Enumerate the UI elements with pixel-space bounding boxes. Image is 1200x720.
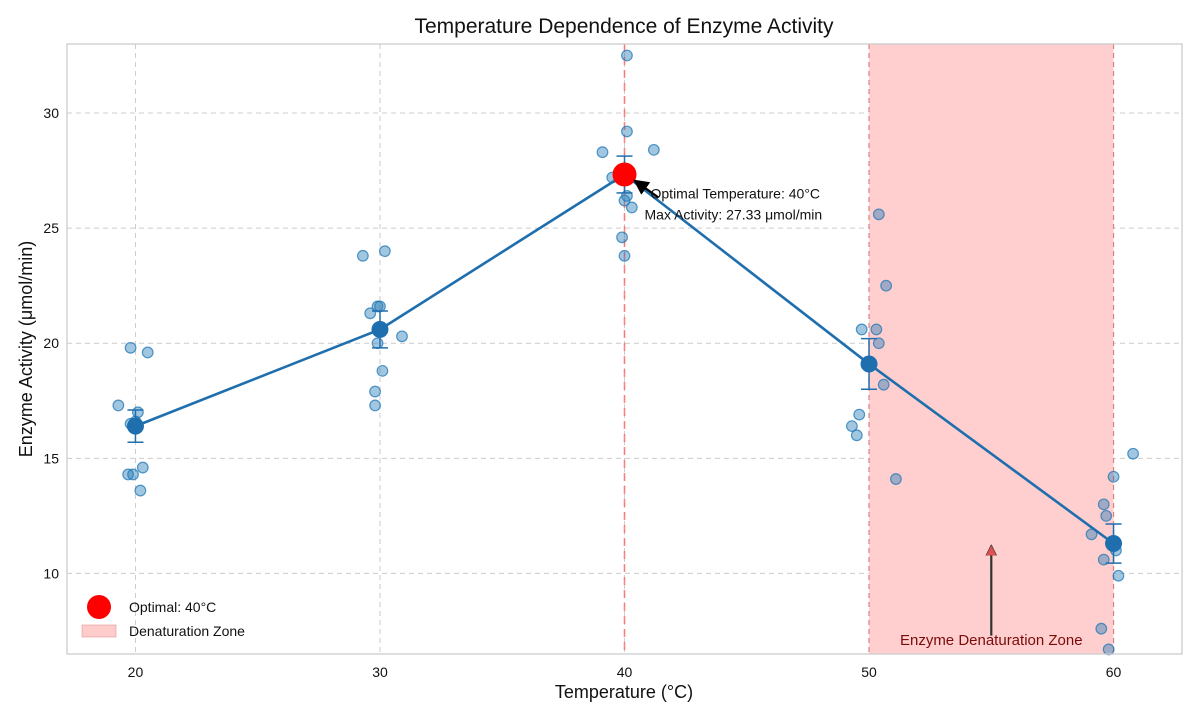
data-point [376, 364, 389, 377]
y-tick-label: 20 [43, 335, 59, 351]
data-point [855, 323, 868, 336]
x-tick-label: 20 [128, 664, 144, 680]
data-point [1097, 498, 1110, 511]
optimal-annotation-line1: Optimal Temperature: 40°C [651, 186, 821, 202]
legend-zone-swatch [81, 624, 117, 638]
y-tick-label: 15 [43, 450, 59, 466]
data-point [371, 337, 384, 350]
optimal-annotation-arrow [633, 179, 660, 199]
y-tick-label: 30 [43, 105, 59, 121]
data-point [625, 201, 638, 214]
x-axis-label: Temperature (°C) [555, 682, 693, 702]
mean-marker [860, 355, 878, 373]
data-point [870, 323, 883, 336]
optimal-annotation: Optimal Temperature: 40°C Max Activity: 2… [645, 186, 823, 223]
data-point [872, 208, 885, 221]
data-point [618, 249, 631, 262]
data-point [872, 337, 885, 350]
data-point [1095, 622, 1108, 635]
data-point [136, 461, 149, 474]
mean-marker [126, 417, 144, 435]
chart-title: Temperature Dependence of Enzyme Activit… [414, 15, 834, 38]
data-point [596, 146, 609, 159]
plot-frame [66, 43, 1183, 655]
denaturation-zone-label: Enzyme Denaturation Zone [900, 632, 1083, 649]
optimal-annotation-line2: Max Activity: 27.33 μmol/min [645, 207, 823, 223]
legend-entry-label: Optimal: 40°C [129, 599, 216, 615]
x-tick-label: 50 [861, 664, 877, 680]
mean-marker [1105, 535, 1123, 553]
x-tick-label: 30 [372, 664, 388, 680]
data-point [1127, 447, 1139, 460]
data-point [134, 484, 147, 497]
data-point [1102, 643, 1115, 656]
plot-area: Optimal Temperature: 40°C Max Activity: 2… [43, 43, 1183, 680]
data-point [621, 125, 633, 138]
data-point [396, 330, 408, 343]
optimal-marker [612, 162, 637, 187]
data-point [378, 245, 391, 258]
legend: Optimal: 40°C Denaturation Zone [81, 595, 245, 639]
data-point [1085, 528, 1098, 541]
x-tick-label: 60 [1106, 664, 1122, 680]
data-point [369, 385, 381, 398]
data-point [877, 378, 890, 391]
data-point [880, 279, 893, 292]
data-point [1100, 509, 1113, 522]
data-point [122, 468, 135, 481]
y-tick-label: 25 [43, 220, 59, 236]
data-point [374, 300, 386, 313]
y-axis-label: Enzyme Activity (μmol/min) [16, 241, 36, 457]
data-point [621, 49, 633, 62]
data-point [846, 420, 858, 433]
data-point [1107, 470, 1120, 483]
mean-marker [371, 320, 389, 338]
data-point [850, 429, 863, 442]
data-point [616, 231, 628, 244]
legend-optimal-swatch [87, 595, 111, 619]
data-point [141, 346, 154, 359]
data-point [1097, 553, 1110, 566]
data-point [890, 473, 902, 485]
data-point [853, 408, 866, 421]
data-point [356, 249, 369, 262]
data-point [1112, 569, 1125, 582]
legend-entry-label: Denaturation Zone [129, 623, 245, 639]
y-tick-label: 10 [43, 565, 59, 581]
data-point [369, 399, 381, 412]
x-tick-label: 40 [617, 664, 633, 680]
data-point [124, 341, 137, 354]
data-point [647, 143, 660, 156]
data-point [112, 399, 125, 412]
